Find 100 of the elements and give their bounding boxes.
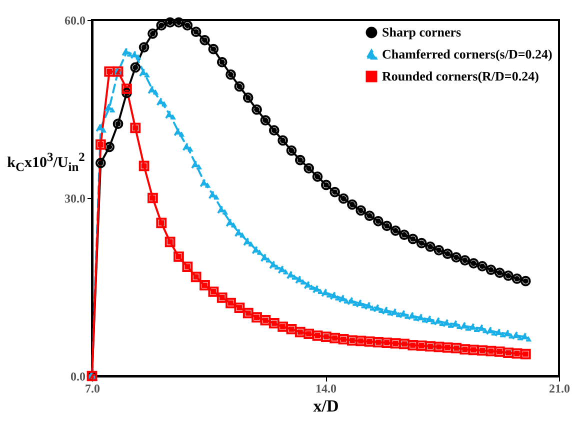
- point: [234, 302, 245, 313]
- point: [234, 228, 245, 238]
- point: [416, 340, 427, 351]
- point: [104, 142, 115, 152]
- point: [242, 237, 254, 247]
- point: [364, 210, 375, 221]
- point: [164, 236, 176, 248]
- point: [95, 158, 106, 168]
- point: [268, 318, 280, 328]
- point: [434, 245, 444, 256]
- point: [208, 44, 219, 54]
- point: [260, 315, 271, 326]
- point: [112, 118, 124, 130]
- point: [182, 142, 193, 152]
- point: [164, 110, 176, 120]
- point: [330, 332, 340, 344]
- x-axis-title: x/D: [313, 396, 339, 416]
- legend-label: Rounded corners(R/D=0.24): [382, 68, 539, 84]
- point: [486, 264, 496, 275]
- point: [442, 248, 453, 259]
- point: [477, 261, 488, 272]
- point: [382, 220, 392, 232]
- point: [477, 324, 488, 334]
- point: [503, 270, 514, 281]
- point: [260, 115, 271, 126]
- y-tick-label: 0.0: [70, 370, 86, 384]
- point: [268, 125, 280, 136]
- point: [190, 272, 202, 282]
- point: [268, 260, 280, 270]
- point: [252, 246, 262, 255]
- point: [216, 205, 228, 214]
- point: [434, 316, 444, 326]
- point: [156, 20, 167, 31]
- point: [312, 284, 323, 294]
- point: [312, 171, 323, 182]
- point: [494, 328, 505, 338]
- point: [364, 301, 375, 311]
- point: [242, 308, 254, 318]
- x-tick-label: 21.0: [549, 382, 570, 396]
- point: [408, 340, 418, 350]
- point: [451, 320, 462, 330]
- point: [442, 318, 453, 328]
- point: [252, 312, 262, 322]
- point: [460, 344, 470, 354]
- point: [408, 311, 418, 321]
- point: [95, 139, 106, 150]
- point: [130, 62, 141, 73]
- point: [200, 178, 210, 188]
- point: [408, 234, 418, 244]
- point: [200, 280, 210, 290]
- point: [520, 348, 531, 360]
- point: [130, 50, 141, 60]
- point: [347, 335, 358, 346]
- point: [425, 315, 436, 324]
- point: [260, 253, 271, 263]
- point: [304, 163, 314, 174]
- point: [442, 342, 453, 353]
- point: [373, 216, 384, 226]
- point: [148, 28, 158, 39]
- y-tick-label: 60.0: [64, 14, 86, 28]
- point: [503, 329, 514, 338]
- point: [382, 338, 392, 348]
- point: [294, 275, 306, 285]
- point: [338, 334, 349, 344]
- point: [122, 47, 132, 57]
- point: [520, 276, 531, 286]
- y-tick-label: 30.0: [64, 192, 86, 206]
- point: [312, 330, 323, 341]
- point: [138, 160, 150, 172]
- point: [425, 241, 436, 252]
- point: [373, 336, 384, 348]
- point: [138, 42, 150, 52]
- point: [304, 280, 314, 290]
- point: [278, 322, 288, 332]
- point: [425, 341, 436, 352]
- legend-label: Sharp corners: [382, 24, 462, 40]
- x-tick-label: 7.0: [85, 382, 100, 396]
- point: [294, 326, 306, 338]
- point: [278, 265, 288, 274]
- point: [226, 69, 236, 80]
- point: [399, 310, 410, 319]
- point: [216, 56, 228, 68]
- point: [477, 345, 488, 356]
- point: [286, 145, 297, 156]
- point: [356, 298, 366, 308]
- point: [286, 324, 297, 334]
- point: [320, 288, 332, 298]
- point: [182, 262, 193, 272]
- point: [434, 342, 444, 352]
- point: [399, 338, 410, 350]
- point: [278, 135, 288, 146]
- point: [156, 97, 167, 107]
- point: [104, 103, 115, 112]
- point: [416, 238, 427, 248]
- point: [382, 306, 392, 316]
- point: [148, 192, 158, 204]
- point: [95, 123, 106, 133]
- point: [234, 81, 245, 92]
- point: [294, 154, 306, 166]
- point: [200, 35, 210, 46]
